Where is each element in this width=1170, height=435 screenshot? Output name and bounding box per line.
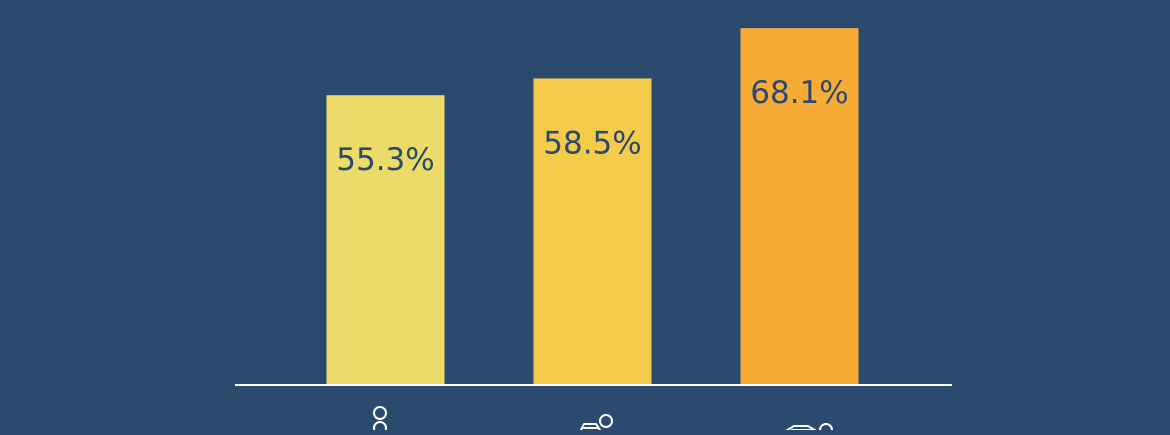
- bar-2: [533, 78, 652, 386]
- data-label-2: 58.5%: [543, 125, 641, 161]
- bar-1: [326, 95, 445, 385]
- person-icon: [373, 406, 387, 435]
- person-with-pram-icon: [579, 414, 613, 433]
- bars-group: [326, 28, 859, 386]
- data-labels-group: 55.3% 58.5% 68.1%: [336, 75, 848, 178]
- bar-3: [740, 28, 859, 385]
- data-label-1: 55.3%: [336, 142, 434, 178]
- person-with-hands-icon: [783, 423, 833, 435]
- data-label-3: 68.1%: [750, 75, 848, 111]
